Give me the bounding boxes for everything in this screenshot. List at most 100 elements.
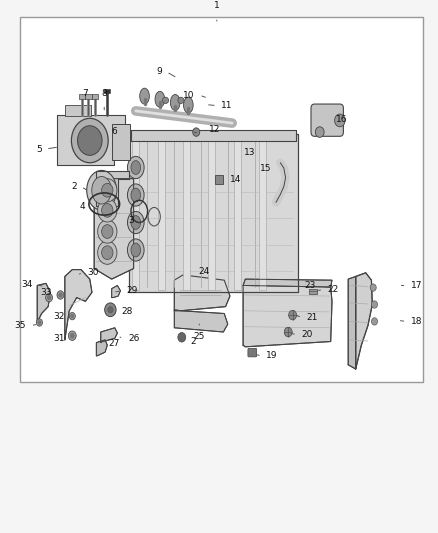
Polygon shape — [174, 310, 228, 332]
Polygon shape — [234, 134, 241, 290]
Polygon shape — [259, 134, 266, 290]
Circle shape — [108, 306, 113, 313]
Circle shape — [68, 331, 76, 341]
Polygon shape — [57, 115, 125, 165]
Bar — [92, 94, 98, 99]
Ellipse shape — [127, 212, 144, 233]
Circle shape — [371, 301, 378, 308]
Text: 23: 23 — [304, 281, 316, 290]
Ellipse shape — [127, 239, 144, 261]
Text: 25: 25 — [194, 332, 205, 341]
Circle shape — [59, 293, 62, 297]
Circle shape — [102, 246, 113, 260]
Text: 11: 11 — [221, 101, 233, 110]
Text: 31: 31 — [53, 334, 65, 343]
Polygon shape — [348, 277, 356, 369]
Polygon shape — [208, 134, 215, 290]
Text: 4: 4 — [80, 201, 85, 211]
Text: 21: 21 — [307, 313, 318, 322]
Circle shape — [38, 321, 41, 325]
Circle shape — [69, 312, 75, 320]
FancyBboxPatch shape — [311, 104, 343, 136]
Polygon shape — [112, 286, 120, 297]
Text: 20: 20 — [301, 330, 313, 339]
Ellipse shape — [178, 97, 184, 103]
Circle shape — [98, 241, 117, 264]
Ellipse shape — [162, 97, 169, 103]
Bar — [104, 88, 110, 93]
Ellipse shape — [184, 97, 193, 113]
Ellipse shape — [127, 184, 144, 206]
Text: 15: 15 — [260, 164, 272, 173]
Text: 1: 1 — [214, 2, 220, 11]
Polygon shape — [129, 134, 298, 292]
Text: 14: 14 — [230, 175, 241, 184]
Polygon shape — [65, 270, 92, 340]
Circle shape — [57, 291, 64, 299]
Text: 7: 7 — [82, 89, 88, 98]
Ellipse shape — [92, 176, 111, 204]
Polygon shape — [356, 273, 372, 369]
Ellipse shape — [131, 188, 141, 202]
Circle shape — [370, 284, 376, 291]
Circle shape — [98, 199, 117, 222]
Circle shape — [78, 126, 102, 155]
Polygon shape — [96, 340, 107, 356]
Polygon shape — [158, 134, 165, 290]
Circle shape — [46, 293, 53, 302]
Circle shape — [335, 114, 345, 127]
Text: 2: 2 — [71, 182, 77, 191]
Text: 6: 6 — [112, 126, 117, 135]
Circle shape — [315, 127, 324, 138]
Bar — [20, 17, 423, 382]
Polygon shape — [101, 328, 117, 343]
Circle shape — [71, 118, 108, 163]
Circle shape — [47, 295, 51, 300]
Text: 22: 22 — [328, 285, 339, 294]
Polygon shape — [243, 279, 332, 287]
Ellipse shape — [131, 243, 141, 257]
Text: 12: 12 — [209, 125, 221, 134]
Text: 35: 35 — [15, 321, 26, 330]
Text: 16: 16 — [336, 115, 348, 124]
Polygon shape — [183, 134, 190, 290]
Ellipse shape — [170, 94, 180, 110]
Text: 10: 10 — [184, 91, 195, 100]
Text: 34: 34 — [21, 280, 33, 289]
Polygon shape — [131, 130, 296, 141]
Bar — [309, 289, 317, 294]
Circle shape — [289, 310, 297, 320]
Circle shape — [193, 128, 200, 136]
Circle shape — [105, 303, 116, 317]
Text: 2: 2 — [191, 337, 196, 346]
Ellipse shape — [131, 216, 141, 229]
Ellipse shape — [140, 88, 149, 104]
Ellipse shape — [127, 156, 144, 179]
Text: 9: 9 — [156, 67, 162, 76]
Polygon shape — [174, 275, 230, 311]
Ellipse shape — [155, 91, 165, 107]
Text: 24: 24 — [198, 268, 209, 277]
Text: 19: 19 — [266, 351, 278, 360]
Polygon shape — [94, 179, 134, 279]
Circle shape — [71, 314, 74, 318]
Circle shape — [98, 220, 117, 243]
FancyBboxPatch shape — [248, 349, 257, 357]
Text: 32: 32 — [53, 312, 65, 321]
Polygon shape — [37, 284, 50, 322]
Polygon shape — [132, 134, 139, 290]
Bar — [215, 175, 223, 184]
Circle shape — [102, 183, 113, 197]
Polygon shape — [96, 171, 129, 206]
Text: 33: 33 — [40, 288, 52, 297]
Circle shape — [178, 333, 186, 342]
Text: 13: 13 — [244, 148, 256, 157]
Circle shape — [36, 319, 42, 326]
Text: 3: 3 — [128, 216, 134, 225]
Text: 28: 28 — [122, 308, 133, 317]
Text: 29: 29 — [126, 286, 138, 295]
Ellipse shape — [131, 160, 141, 174]
Text: 17: 17 — [411, 281, 422, 290]
Text: 18: 18 — [411, 317, 422, 326]
Text: 27: 27 — [109, 339, 120, 348]
